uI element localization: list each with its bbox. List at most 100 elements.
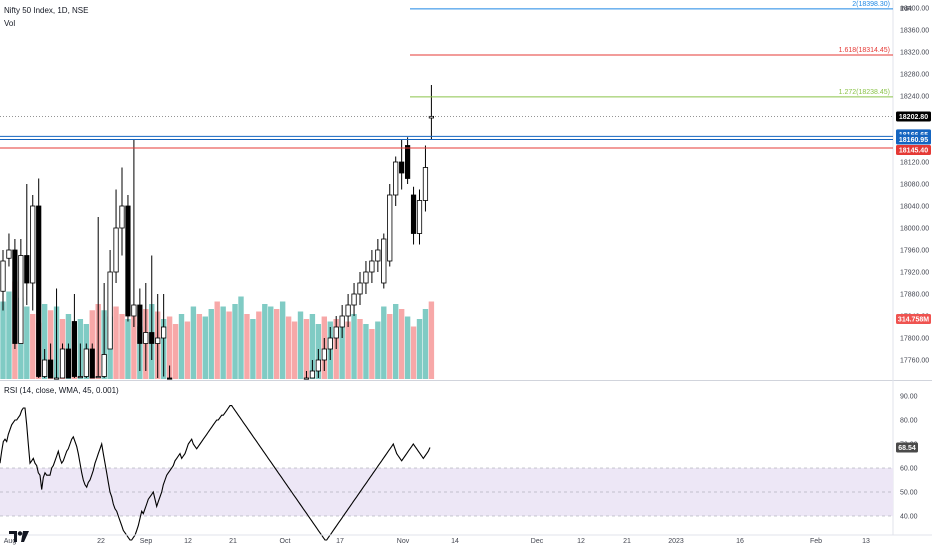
fib-level-label: 2(18398.30) xyxy=(852,1,890,8)
symbol-title[interactable]: Nifty 50 Index, 1D, NSE xyxy=(4,6,89,15)
volume-bar xyxy=(41,304,48,379)
time-tick-label: 21 xyxy=(229,538,237,545)
candle-body xyxy=(422,167,429,201)
time-tick-label: Nov xyxy=(397,538,410,545)
volume-bar xyxy=(345,321,351,379)
volume-bar xyxy=(244,314,250,379)
time-tick-label: Sep xyxy=(140,538,153,545)
time-tick-label: 13 xyxy=(862,538,870,545)
volume-bar xyxy=(393,304,399,379)
candle-body xyxy=(393,161,399,196)
rsi-value-label: 68.54 xyxy=(898,445,916,452)
volume-bar xyxy=(369,329,375,379)
volume-bar xyxy=(166,316,173,379)
time-tick-label: Aug xyxy=(4,538,17,545)
candle-body xyxy=(101,354,107,377)
price-tag-label: 18145.40 xyxy=(899,148,928,155)
rsi-legend[interactable]: RSI (14, close, WMA, 45, 0.001) xyxy=(4,386,119,395)
volume-bar xyxy=(256,311,262,379)
candle-body xyxy=(95,376,101,379)
volume-bar xyxy=(279,301,286,379)
candle-body xyxy=(333,326,339,339)
candle-body xyxy=(166,377,173,380)
price-tick-label: 18000.00 xyxy=(900,226,929,233)
candle-body xyxy=(321,348,327,361)
volume-bar xyxy=(262,304,268,379)
volume-bar xyxy=(208,309,214,379)
candle-body xyxy=(339,315,345,328)
time-tick-label: 12 xyxy=(577,538,585,545)
price-tick-label: 17960.00 xyxy=(900,248,929,255)
volume-bar xyxy=(309,314,316,379)
volume-bar xyxy=(125,319,131,379)
price-tick-label: 18240.00 xyxy=(900,94,929,101)
time-tick-label: 16 xyxy=(736,538,744,545)
candle-body xyxy=(428,115,435,119)
price-tick-label: 18040.00 xyxy=(900,204,929,211)
candle-body xyxy=(0,260,6,292)
candle-body xyxy=(363,271,369,284)
volume-bar xyxy=(375,321,381,379)
price-tick-label: 17760.00 xyxy=(900,358,929,365)
candle-body xyxy=(53,377,60,380)
volume-bar xyxy=(113,306,119,379)
candle-body xyxy=(381,238,387,284)
rsi-tick-label: 60.00 xyxy=(900,466,918,473)
candle-body xyxy=(6,249,12,259)
volume-bar xyxy=(226,311,232,379)
volume-bar xyxy=(303,319,310,379)
time-tick-label: 21 xyxy=(623,538,631,545)
volume-bar xyxy=(178,314,185,379)
price-tick-label: 17880.00 xyxy=(900,292,929,299)
candle-body xyxy=(65,348,72,379)
candle-body xyxy=(48,359,54,379)
candle-body xyxy=(155,337,161,344)
price-tag xyxy=(896,145,931,156)
candle-body xyxy=(149,332,155,344)
candle-body xyxy=(309,370,316,379)
candle-body xyxy=(303,377,310,380)
candle-body xyxy=(125,205,131,317)
volume-legend[interactable]: Vol xyxy=(4,19,16,28)
price-tag-label: 18202.80 xyxy=(899,114,928,121)
candle-body xyxy=(137,304,143,344)
candle-body xyxy=(42,359,48,377)
candle-body xyxy=(36,205,42,377)
rsi-tick-label: 90.00 xyxy=(900,394,918,401)
volume-bar xyxy=(387,314,393,379)
candle-body xyxy=(351,293,357,306)
candle-body xyxy=(107,271,113,350)
volume-bar xyxy=(339,326,345,379)
candle-body xyxy=(24,255,30,284)
tradingview-logo-icon[interactable] xyxy=(8,528,30,544)
price-tick-label: 17920.00 xyxy=(900,270,929,277)
volume-bar xyxy=(220,306,226,379)
price-tick-label: 18320.00 xyxy=(900,50,929,57)
price-tag xyxy=(896,134,931,145)
candle-body xyxy=(161,326,167,339)
pane-separator xyxy=(0,380,932,381)
price-tick-label: 18400.00 xyxy=(900,6,929,13)
time-tick-label: 14 xyxy=(451,538,459,545)
rsi-tick-label: 40.00 xyxy=(900,514,918,521)
volume-bar xyxy=(398,309,405,379)
candle-body xyxy=(410,194,417,234)
volume-tag xyxy=(896,314,931,324)
time-tick-label: 2023 xyxy=(668,538,684,545)
volume-bar xyxy=(232,304,238,379)
time-tick-label: 12 xyxy=(184,538,192,545)
volume-bar xyxy=(416,319,423,379)
candle-body xyxy=(59,348,66,379)
price-tag-label: 18160.95 xyxy=(899,137,928,144)
volume-bar xyxy=(428,301,435,379)
candle-body xyxy=(89,348,95,379)
volume-bar xyxy=(202,316,208,379)
candle-body xyxy=(416,200,423,234)
candle-body xyxy=(18,255,24,344)
volume-bar xyxy=(381,306,387,379)
candle-body xyxy=(77,376,83,379)
price-tick-label: 18360.00 xyxy=(900,28,929,35)
volume-bar xyxy=(184,321,191,379)
volume-bar xyxy=(196,314,203,379)
